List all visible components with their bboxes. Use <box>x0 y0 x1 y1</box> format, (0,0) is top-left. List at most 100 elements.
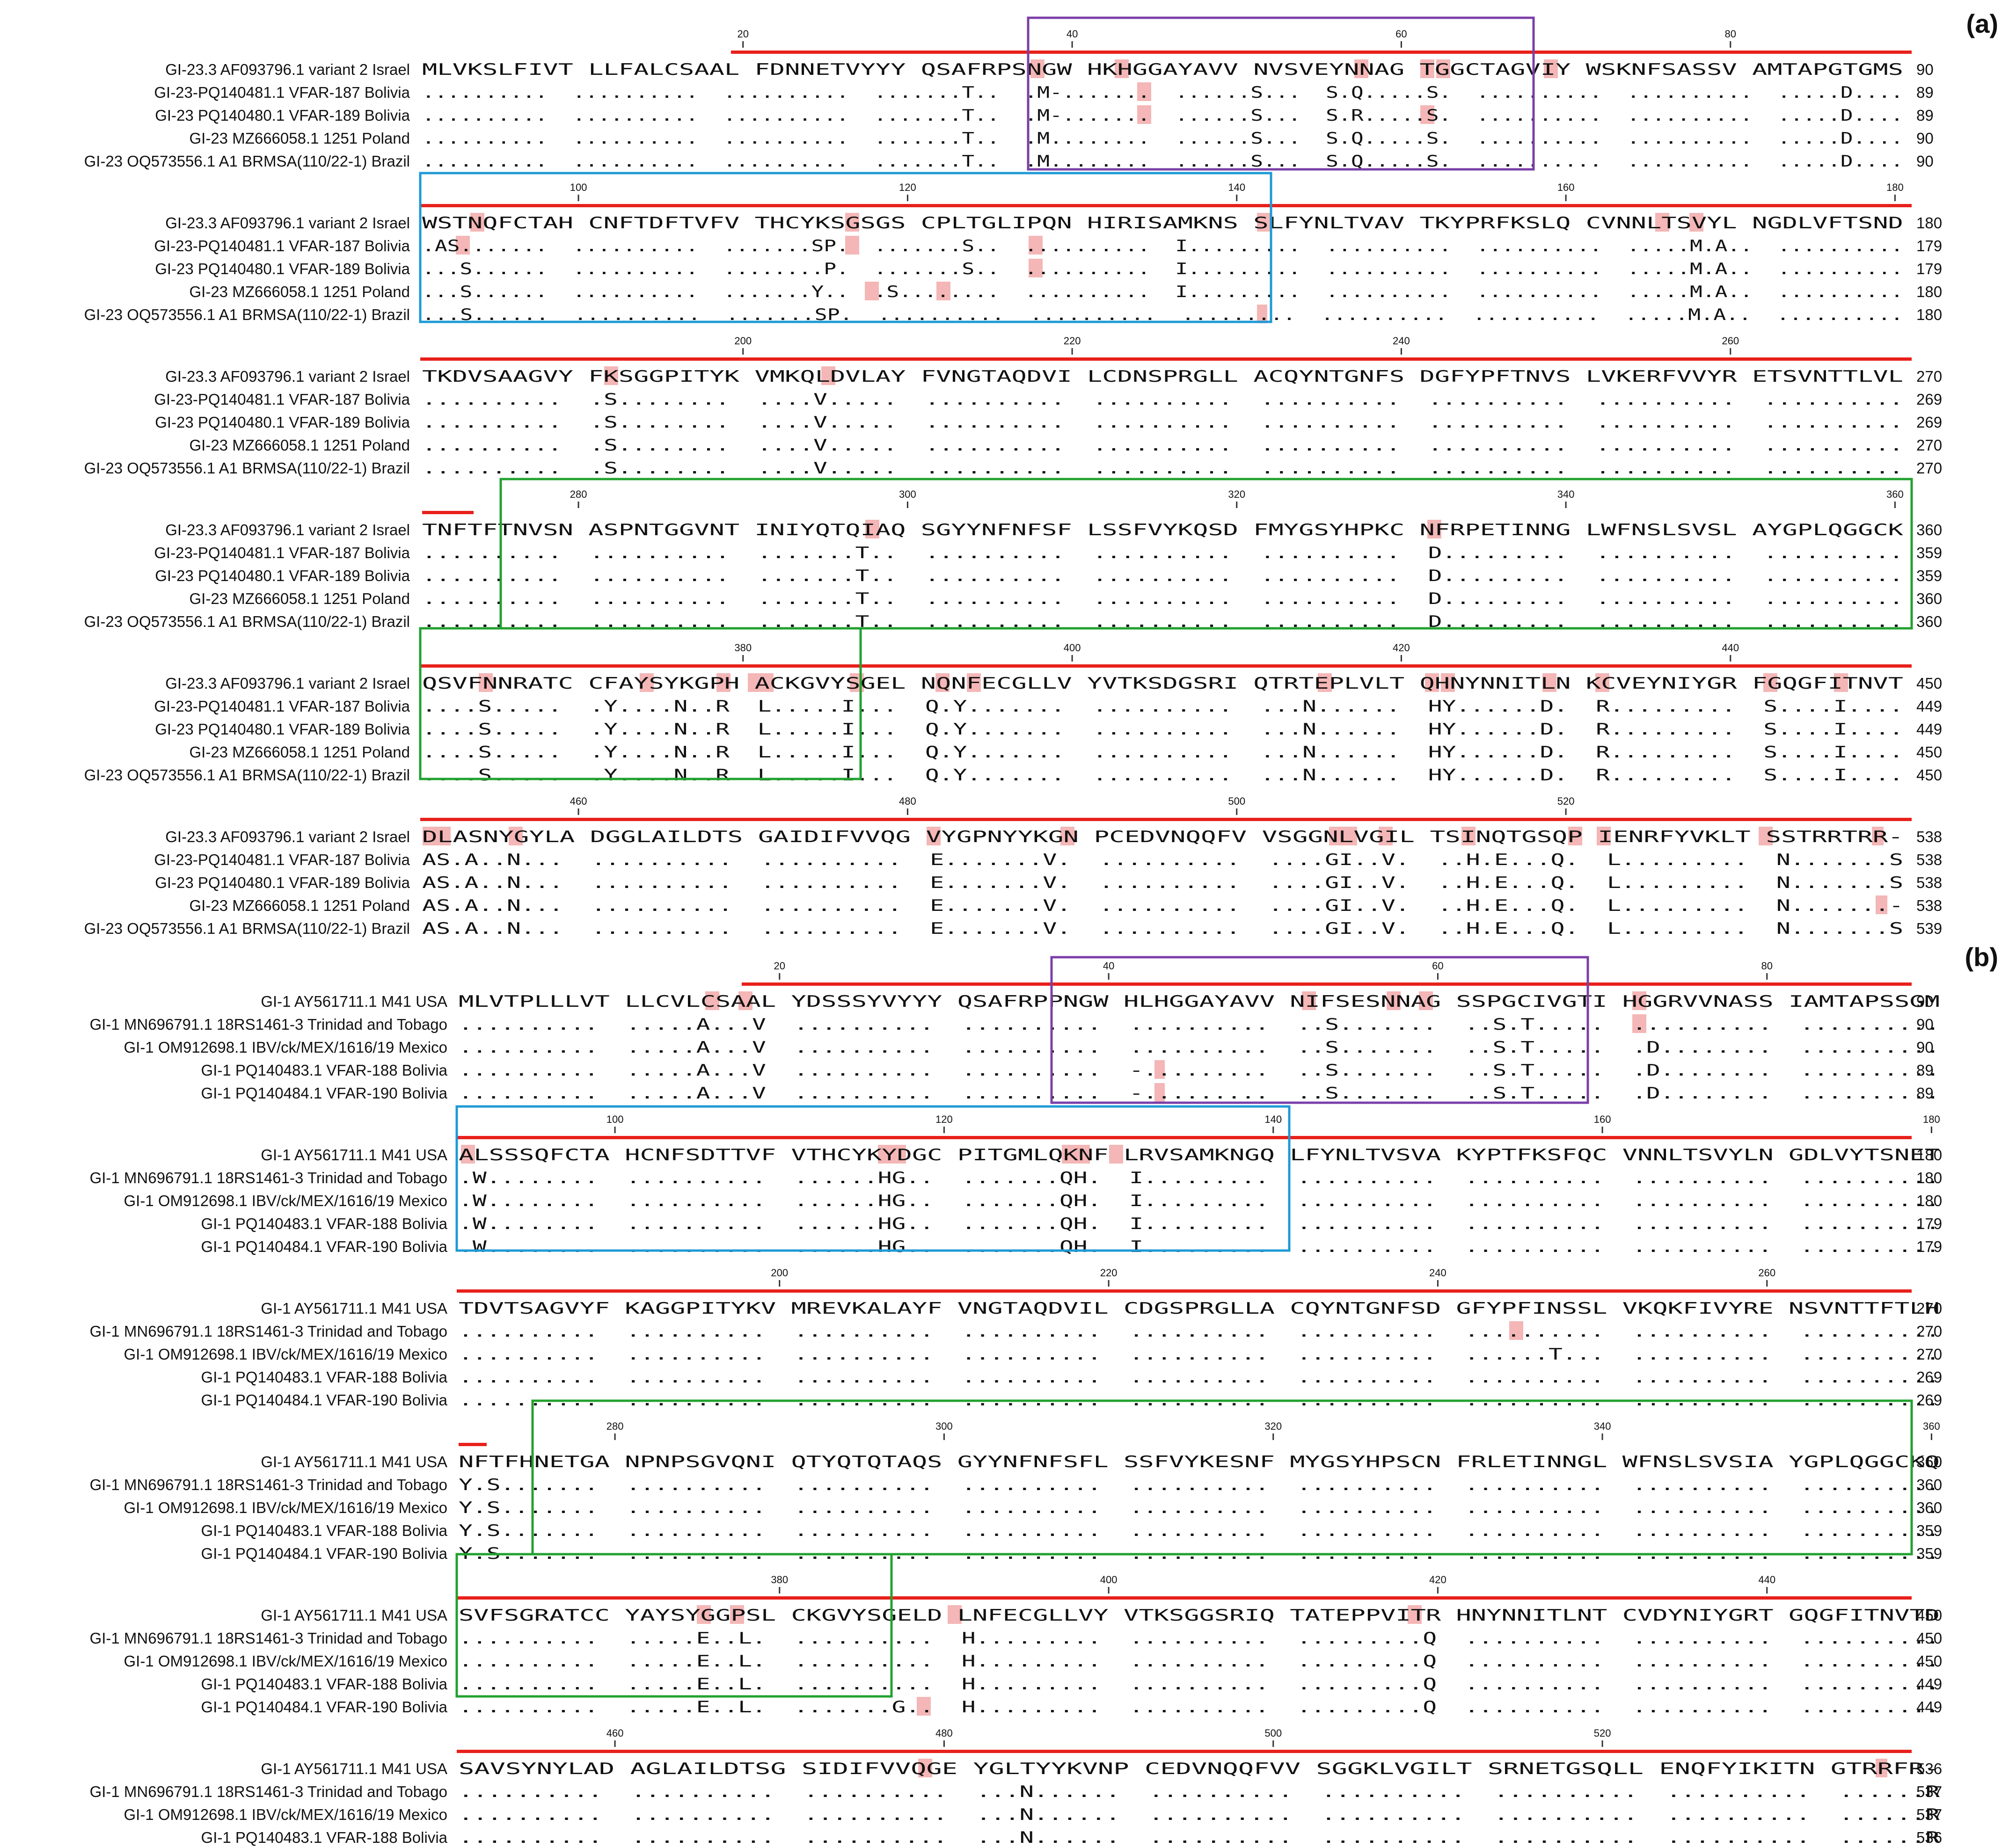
variant-highlight-mark <box>1509 1321 1523 1340</box>
ruler-label: 220 <box>1100 1267 1118 1279</box>
variant-highlight-mark <box>1060 827 1074 845</box>
strain-name: GI-23 MZ666058.1 1251 Poland <box>190 743 410 761</box>
variant-sequence: .......... .......... .......... .......… <box>422 129 1903 148</box>
residue-count: 359 <box>1916 544 1942 561</box>
strain-name: GI-1 OM912698.1 IBV/ck/MEX/1616/19 Mexic… <box>124 1039 447 1056</box>
strain-name: GI-1 PQ140484.1 VFAR-190 Bolivia <box>201 1391 448 1409</box>
strain-name: GI-1 PQ140484.1 VFAR-190 Bolivia <box>201 1545 448 1562</box>
variant-highlight-mark <box>878 1145 906 1164</box>
ruler-label: 400 <box>1100 1574 1118 1586</box>
reference-sequence: TNFTFTNVSN ASPNTGGVNT INIYQTQIAQ SGYYNFN… <box>422 521 1904 539</box>
alignment-block: 200 220 240 260 GI-23.3 AF093796.1 variant 2… <box>84 335 1942 478</box>
variant-highlight-mark <box>935 673 950 692</box>
variant-sequence: .......... .....A...V .......... .......… <box>459 1061 1940 1080</box>
variant-highlight-mark <box>865 520 879 538</box>
variant-sequence: .......... .......... .......T.. .......… <box>422 567 1903 585</box>
reference-sequence: QSVFNNRATC CFAYSYKGPH ACKGVYSGEL NQNFECG… <box>422 674 1903 693</box>
strain-name: GI-23 PQ140480.1 VFAR-189 Bolivia <box>155 874 410 891</box>
variant-highlight-mark <box>1420 59 1434 78</box>
strain-name: GI-23 MZ666058.1 1251 Poland <box>190 897 410 914</box>
residue-count: 269 <box>1916 1368 1942 1386</box>
variant-sequence: .......... .......... .......T.. .......… <box>422 589 1903 608</box>
variant-sequence: .......... .......... .......... .......… <box>422 152 1903 171</box>
residue-count: 270 <box>1916 368 1942 385</box>
region-box-region-3 <box>455 1553 893 1698</box>
variant-highlight-mark <box>423 827 451 845</box>
strain-name: GI-23 OQ573556.1 A1 BRMSA(110/22-1) Braz… <box>84 613 410 630</box>
variant-highlight-mark <box>845 213 859 232</box>
variant-highlight-mark <box>1257 305 1267 323</box>
alignment-block: 280 300 320 340 360 GI-23.3 AF093796.1 varian… <box>84 488 1942 631</box>
variant-highlight-mark <box>1427 520 1441 538</box>
strain-name: GI-23-PQ140481.1 VFAR-187 Bolivia <box>154 544 410 561</box>
ruler-label: 280 <box>570 488 587 500</box>
strain-name: GI-23-PQ140481.1 VFAR-187 Bolivia <box>154 698 410 715</box>
domain-bar <box>457 1289 1912 1293</box>
strain-name: GI-1 PQ140483.1 VFAR-188 Bolivia <box>201 1675 448 1693</box>
domain-bar <box>459 1443 487 1446</box>
strain-name: GI-23 OQ573556.1 A1 BRMSA(110/22-1) Braz… <box>84 153 410 170</box>
variant-highlight-mark <box>1597 827 1611 845</box>
variant-highlight-mark <box>1154 1060 1165 1079</box>
region-box-region-3 <box>419 627 862 780</box>
ruler-label: 20 <box>738 28 749 40</box>
variant-highlight-mark <box>730 1605 744 1624</box>
ruler-label: 520 <box>1557 795 1575 807</box>
variant-sequence: AS.A..N... .......... .......... E......… <box>422 896 1903 915</box>
ruler-label: 260 <box>1722 335 1739 347</box>
residue-count: 450 <box>1916 766 1942 784</box>
strain-name: GI-23.3 AF093796.1 variant 2 Israel <box>165 828 410 845</box>
variant-highlight-mark <box>1568 827 1582 845</box>
variant-highlight-mark <box>716 673 731 692</box>
alignment-block: 100 120 140 160 180 GI-1 AY561711.1 M41 USA AL… <box>90 1113 1942 1256</box>
ruler-label: 240 <box>1429 1267 1446 1279</box>
reference-sequence: MLVKSLFIVT LLFALCSAAL FDNNETVYYY QSAFRPS… <box>422 60 1903 79</box>
strain-name: GI-1 MN696791.1 18RS1461-3 Trinidad and … <box>90 1016 447 1033</box>
residue-count: 180 <box>1916 283 1942 300</box>
variant-sequence: .......... .......... .......... ...N...… <box>459 1783 1940 1801</box>
reference-sequence: SVFSGRATCC YAYSYGGPSL CKGVYSGELD LNFECGL… <box>459 1606 1940 1625</box>
variant-highlight-mark <box>1109 1145 1123 1164</box>
variant-sequence: .......... .....A...V .......... .......… <box>459 1084 1940 1103</box>
strain-name: GI-23 OQ573556.1 A1 BRMSA(110/22-1) Braz… <box>84 459 410 477</box>
alignment-block: 460 480 500 520 GI-1 AY561711.1 M41 USA SAVSY… <box>90 1727 1942 1847</box>
residue-count: 360 <box>1916 613 1942 630</box>
variant-highlight-mark <box>865 282 879 300</box>
residue-count: 90 <box>1916 1016 1934 1033</box>
variant-highlight-mark <box>1689 213 1703 232</box>
variant-sequence: .......... .....E..L. .......... H......… <box>459 1652 1940 1671</box>
ruler-label: 480 <box>899 795 916 807</box>
variant-sequence: .......... .....E..L. .......... H......… <box>459 1629 1940 1648</box>
panel-b: (b) 20 40 60 80 GI-1 AY561711.1 M41 USA MLVTPL… <box>90 942 1998 1847</box>
variant-highlight-mark <box>1759 827 1773 845</box>
variant-highlight-mark <box>1030 59 1045 78</box>
ruler-label: 60 <box>1395 28 1407 40</box>
variant-highlight-mark <box>1354 59 1368 78</box>
ruler-label: 460 <box>606 1727 624 1739</box>
strain-name: GI-1 MN696791.1 18RS1461-3 Trinidad and … <box>90 1323 447 1340</box>
reference-sequence: SAVSYNYLAD AGLAILDTSG SIDIFVVQGE YGLTYYK… <box>459 1760 1940 1778</box>
ruler-label: 320 <box>1264 1420 1282 1432</box>
panel-letter: (b) <box>1965 942 1998 972</box>
ruler-label: 200 <box>734 335 752 347</box>
ruler-label: 480 <box>935 1727 953 1739</box>
residue-count: 450 <box>1916 675 1942 692</box>
variant-highlight-mark <box>1379 827 1393 845</box>
domain-bar <box>422 511 474 514</box>
ruler-label: 380 <box>771 1574 788 1586</box>
ruler-label: 500 <box>1228 795 1245 807</box>
strain-name: GI-23.3 AF093796.1 variant 2 Israel <box>165 521 410 538</box>
residue-count: 449 <box>1916 1675 1942 1693</box>
strain-name: GI-23.3 AF093796.1 variant 2 Israel <box>165 214 410 232</box>
residue-count: 89 <box>1916 1062 1934 1079</box>
variant-highlight-mark <box>948 1605 962 1624</box>
strain-name: GI-1 OM912698.1 IBV/ck/MEX/1616/19 Mexic… <box>124 1806 447 1823</box>
variant-highlight-mark <box>1834 673 1848 692</box>
strain-name: GI-1 PQ140483.1 VFAR-188 Bolivia <box>201 1062 448 1079</box>
strain-name: GI-23 OQ573556.1 A1 BRMSA(110/22-1) Braz… <box>84 306 410 323</box>
ruler-label: 500 <box>1264 1727 1282 1739</box>
variant-highlight-mark <box>1632 1014 1646 1033</box>
variant-sequence: .AS....... .......... .......SP. .......… <box>422 237 1903 255</box>
ruler-label: 520 <box>1594 1727 1611 1739</box>
variant-sequence: .......... .......... .......... .......… <box>459 1322 1940 1341</box>
